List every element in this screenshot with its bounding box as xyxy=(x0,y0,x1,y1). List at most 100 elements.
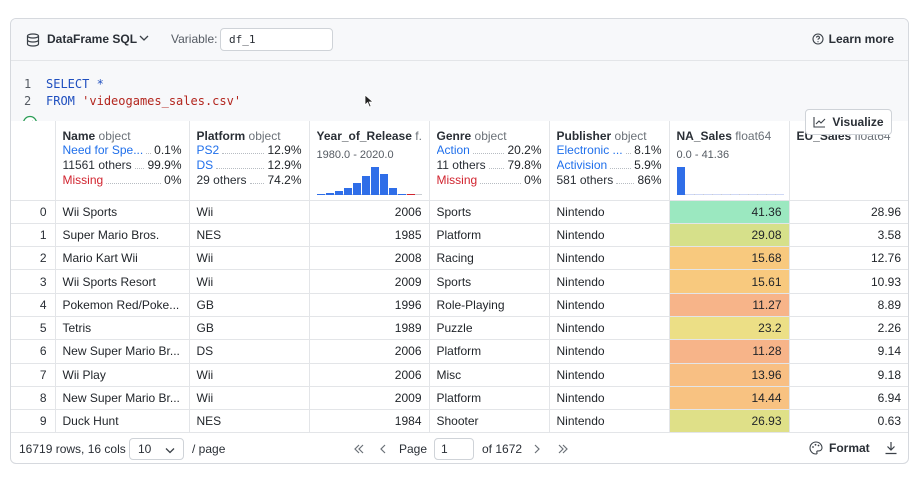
line-chart-icon xyxy=(813,117,826,128)
stat-value: 5.9% xyxy=(634,158,662,172)
stat-label: Action xyxy=(436,143,470,157)
stat-value: 79.8% xyxy=(507,158,542,172)
stat-label: 11561 others xyxy=(62,158,132,172)
page-number-input[interactable]: 1 xyxy=(434,438,474,460)
histogram-bar xyxy=(748,194,757,195)
cell-year: 1984 xyxy=(309,409,430,434)
last-page-icon[interactable] xyxy=(557,444,569,454)
table-row[interactable]: 4 Pokemon Red/Poke... GB 1996 Role-Playing Ni… xyxy=(11,293,908,317)
cell-na-sales: 23.2 xyxy=(669,316,790,341)
cell-na-sales: 29.08 xyxy=(669,223,790,248)
format-button[interactable]: Format xyxy=(809,441,870,455)
histogram-bar xyxy=(775,194,784,195)
table-row[interactable]: 9 Duck Hunt NES 1984 Shooter Nintendo 26.93 0.6… xyxy=(11,409,908,434)
cell-eu-sales: 9.18 xyxy=(789,363,908,387)
variable-name-input[interactable]: df_1 xyxy=(220,28,333,51)
cell-eu-sales: 12.76 xyxy=(789,246,908,271)
cell-year: 2006 xyxy=(309,363,430,387)
table-row[interactable]: 1 Super Mario Bros. NES 1985 Platform Nintend… xyxy=(11,223,908,248)
histogram-bar xyxy=(694,194,703,195)
column-header-na-sales[interactable]: NA_Sales float64 0.0 - 41.36 xyxy=(669,121,790,201)
cell-name: Pokemon Red/Poke... xyxy=(55,293,190,317)
row-col-count: 16719 rows, 16 cols xyxy=(19,442,126,456)
cell-publisher: Nintendo xyxy=(549,293,670,317)
column-header-year[interactable]: Year_of_Release f... 1980.0 - 2020.0 xyxy=(309,121,430,201)
stat-label: Need for Spe... xyxy=(62,143,144,157)
cell-genre: Platform xyxy=(429,223,550,248)
chevron-down-icon[interactable] xyxy=(139,34,149,42)
histogram-bar xyxy=(352,183,361,195)
cell-year: 1996 xyxy=(309,293,430,317)
cell-publisher: Nintendo xyxy=(549,316,670,341)
cell-na-sales: 13.96 xyxy=(669,363,790,387)
variable-label: Variable: xyxy=(171,32,218,46)
table-row[interactable]: 8 New Super Mario Br... Wii 2009 Platform Nin… xyxy=(11,386,908,411)
year-histogram xyxy=(316,165,422,195)
column-name: Publisher xyxy=(556,129,612,143)
stat-value: 74.2% xyxy=(267,173,302,187)
cell-genre: Platform xyxy=(429,339,550,364)
table-row[interactable]: 5 Tetris GB 1989 Puzzle Nintendo 23.2 2.26 xyxy=(11,316,908,341)
histogram-bar xyxy=(712,194,721,195)
column-header-genre[interactable]: Genre object Action 20.2% 11 others 79.8% … xyxy=(429,121,550,201)
row-index: 4 xyxy=(11,293,56,317)
line-number: 1 xyxy=(24,77,32,91)
stat-label: 581 others xyxy=(556,173,614,187)
page-size-select[interactable]: 10 xyxy=(129,438,184,460)
column-header-platform[interactable]: Platform object PS2 12.9% DS 12.9% 29 othe… xyxy=(189,121,310,201)
table-row[interactable]: 7 Wii Play Wii 2006 Misc Nintendo 13.96 9.18 xyxy=(11,363,908,387)
table-row[interactable]: 6 New Super Mario Br... DS 2006 Platform Nint… xyxy=(11,339,908,364)
column-header-name[interactable]: Name object Need for Spe... 0.1% 11561 ot… xyxy=(55,121,190,201)
row-index: 9 xyxy=(11,409,56,434)
row-index: 5 xyxy=(11,316,56,341)
column-name: Year_of_Release xyxy=(316,129,412,143)
mouse-pointer-icon xyxy=(364,94,374,108)
dataframe-sql-cell: DataFrame SQL Variable: df_1 Learn more … xyxy=(10,18,909,464)
cell-platform: Wii xyxy=(189,269,310,294)
cell-genre: Sports xyxy=(429,269,550,294)
download-icon[interactable] xyxy=(884,441,898,455)
index-header xyxy=(11,121,56,201)
histogram-bar xyxy=(406,194,415,195)
stat-label: 29 others xyxy=(196,173,247,187)
first-page-icon[interactable] xyxy=(353,444,365,454)
column-header-publisher[interactable]: Publisher object Electronic ... 8.1% Acti… xyxy=(549,121,670,201)
stat-value: 12.9% xyxy=(267,158,302,172)
stat-label: Missing xyxy=(62,173,104,187)
table-body: 0 Wii Sports Wii 2006 Sports Nintendo 41.36 28.… xyxy=(11,200,908,434)
cell-platform: NES xyxy=(189,223,310,248)
cell-na-sales: 11.28 xyxy=(669,339,790,364)
cell-genre: Platform xyxy=(429,386,550,411)
cell-publisher: Nintendo xyxy=(549,246,670,271)
sql-keyword: FROM xyxy=(46,94,75,108)
learn-more-link[interactable]: Learn more xyxy=(812,32,894,46)
row-index: 1 xyxy=(11,223,56,248)
cell-name: Wii Play xyxy=(55,363,190,387)
table-row[interactable]: 2 Mario Kart Wii Wii 2008 Racing Nintendo 15.6… xyxy=(11,246,908,271)
histogram-bar xyxy=(739,194,748,195)
previous-page-icon[interactable] xyxy=(379,444,387,454)
cell-name: New Super Mario Br... xyxy=(55,386,190,411)
cell-type-title[interactable]: DataFrame SQL xyxy=(47,32,138,46)
cell-publisher: Nintendo xyxy=(549,409,670,434)
value-range: 0.0 - 41.36 xyxy=(676,149,730,161)
sql-editor[interactable]: 1 SELECT * 2 FROM 'videogames_sales.csv' xyxy=(11,61,908,121)
visualize-button[interactable]: Visualize xyxy=(805,109,892,135)
cell-year: 2008 xyxy=(309,246,430,271)
cell-year: 2009 xyxy=(309,386,430,411)
stat-value: 12.9% xyxy=(267,143,302,157)
stat-label: Electronic ... xyxy=(556,143,623,157)
stat-value: 99.9% xyxy=(147,158,182,172)
stat-label: Activision xyxy=(556,158,608,172)
sql-string: 'videogames_sales.csv' xyxy=(82,94,242,108)
cell-publisher: Nintendo xyxy=(549,223,670,248)
stat-label: DS xyxy=(196,158,214,172)
value-range: 1980.0 - 2020.0 xyxy=(316,149,394,161)
cell-name: New Super Mario Br... xyxy=(55,339,190,364)
column-type: f... xyxy=(415,129,422,143)
page-size-value: 10 xyxy=(138,442,152,456)
histogram-bar xyxy=(766,194,775,195)
table-row[interactable]: 3 Wii Sports Resort Wii 2009 Sports Nintendo 1… xyxy=(11,269,908,294)
next-page-icon[interactable] xyxy=(533,444,541,454)
table-row[interactable]: 0 Wii Sports Wii 2006 Sports Nintendo 41.36 28.… xyxy=(11,200,908,224)
